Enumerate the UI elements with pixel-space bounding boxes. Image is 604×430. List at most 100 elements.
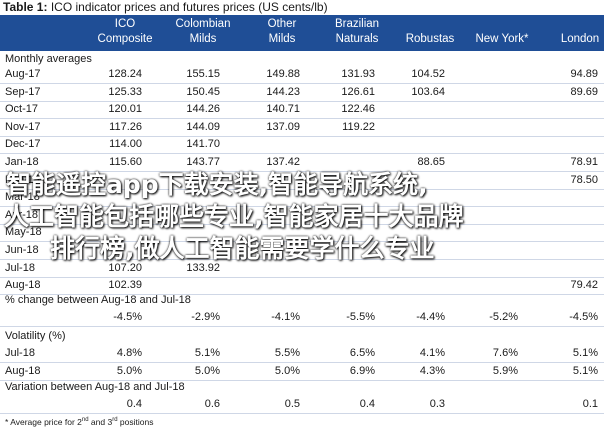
row-label: Dec-17 (5, 138, 41, 151)
table-cell: -4.4% (416, 311, 445, 323)
row-label: Jan-18 (5, 156, 39, 168)
column-header-line1 (392, 17, 468, 32)
table-cell: 7.6% (492, 347, 518, 359)
table-cell: 6.5% (349, 347, 375, 359)
row-label: Jul-18 (5, 261, 35, 274)
table-cell: 137.42 (266, 156, 300, 168)
row-label: May-18 (5, 226, 42, 239)
table-cell: 0.4 (126, 398, 142, 410)
table-cell: 0.4 (359, 398, 375, 410)
table-cell: 107.20 (108, 261, 142, 274)
table-row: Feb-18 78.50 (0, 172, 604, 190)
table-cell: 0.5 (284, 398, 300, 410)
table-cell: 103.64 (411, 85, 445, 98)
table-cell: 89.69 (570, 85, 598, 98)
table-row: 0.4 0.6 0.5 0.4 0.3 0.1 (0, 396, 604, 414)
table-cell: 78.50 (570, 173, 598, 186)
table-cell: 0.1 (582, 398, 598, 410)
table-cell: 144.26 (186, 103, 220, 116)
row-label: Sep-17 (5, 85, 41, 98)
table-cell: 0.3 (429, 398, 445, 410)
table-cell: -4.5% (569, 311, 598, 323)
table-cell: -2.9% (191, 311, 220, 323)
table-cell: 4.8% (116, 347, 142, 359)
table-row: Mar-18 (0, 189, 604, 208)
column-header-line2: Composite (97, 33, 153, 45)
section-variation: Variation between Aug-18 and Jul-18 (5, 381, 185, 393)
table-cell: 102.39 (108, 279, 142, 292)
table-cell: 5.0% (274, 364, 300, 377)
table-row: Aug-18 5.0% 5.0% 5.0% 6.9% 4.3% 5.9% 5.1% (0, 363, 604, 381)
table-cell: 128.24 (108, 68, 142, 80)
table-title: Table 1: ICO indicator prices and future… (0, 0, 604, 15)
table-row: Jan-18 115.60 143.77 137.42 88.65 78.91 (0, 154, 604, 172)
column-header-0: ICO Composite (87, 17, 163, 47)
row-label: Feb-18 (5, 173, 40, 186)
row-label: Oct-17 (5, 103, 39, 116)
table-cell: 4.1% (419, 347, 445, 359)
column-header-line2: Milds (268, 33, 296, 45)
table-row: Nov-17 117.26 144.09 137.09 119.22 (0, 119, 604, 137)
section-monthly-averages: Monthly averages (5, 53, 92, 65)
title-text: ICO indicator prices and futures prices … (50, 0, 328, 14)
section-volatility: Volatility (%) (5, 330, 66, 342)
column-header-6: London (542, 17, 604, 47)
table-cell: 155.15 (186, 68, 220, 80)
table-row: Jul-18 107.20 133.92 (0, 260, 604, 278)
table-row: Sep-17 125.33 150.45 144.23 126.61 103.64 89.6… (0, 84, 604, 102)
column-header-5: New York* (464, 17, 540, 47)
table-cell: 5.1% (572, 364, 598, 377)
table-cell: 149.88 (266, 68, 300, 80)
column-header-line1: Other (267, 18, 297, 30)
table-cell: -5.5% (346, 311, 375, 323)
table-cell: 5.1% (194, 347, 220, 359)
table-cell: 143.77 (186, 156, 220, 168)
column-header-line1: Colombian (175, 18, 231, 30)
row-label: Aug-18 (5, 364, 41, 377)
table-cell: 5.5% (274, 347, 300, 359)
table-cell: 114.00 (109, 138, 142, 151)
row-label: Mar-18 (5, 191, 40, 204)
table-cell: 120.01 (108, 103, 142, 116)
table-cell: 133.92 (186, 261, 220, 274)
table-row: Aug-18 102.39 79.42 (0, 277, 604, 296)
table-cell: 144.09 (186, 120, 220, 133)
table-cell: 137.09 (266, 120, 300, 133)
table-cell: 126.61 (341, 85, 375, 98)
column-header-line2: New York* (475, 33, 529, 45)
table-cell: 140.71 (266, 103, 300, 116)
row-label: Apr-18 (5, 208, 39, 221)
table-cell: 88.65 (417, 156, 445, 168)
table-cell: 6.9% (349, 364, 375, 377)
table-cell: 5.9% (492, 364, 518, 377)
table-row: Jul-18 4.8% 5.1% 5.5% 6.5% 4.1% 7.6% 5.1% (0, 345, 604, 363)
column-header-4: Robustas (392, 17, 468, 47)
section-pct-change: % change between Aug-18 and Jul-18 (5, 294, 191, 306)
table-cell: 94.89 (570, 68, 598, 80)
table-cell: 79.42 (570, 279, 598, 292)
column-header-line1 (464, 17, 540, 32)
table-row: Apr-18 (0, 207, 604, 225)
row-label: Jul-18 (5, 347, 35, 359)
table-row: May-18 (0, 224, 604, 243)
table-cell: 125.33 (108, 85, 142, 98)
table-row: -4.5% -2.9% -4.1% -5.5% -4.4% -5.2% -4.5% (0, 309, 604, 327)
table-cell: -5.2% (489, 311, 518, 323)
column-header-line1: ICO (114, 18, 136, 30)
table-cell: 144.23 (266, 85, 300, 98)
table-cell: 117.26 (109, 120, 142, 133)
column-header-line2: Naturals (335, 33, 379, 45)
table-cell: 119.22 (342, 120, 375, 133)
footnote: * Average price for 2nd and 3rd position… (5, 416, 154, 427)
row-label: Aug-17 (5, 68, 41, 80)
table-cell: 141.70 (186, 138, 220, 151)
column-header-3: Brazilian Naturals (319, 17, 395, 47)
table-cell: -4.1% (271, 311, 300, 323)
table-cell: 5.1% (572, 347, 598, 359)
table-cell: 150.45 (186, 85, 220, 98)
column-header-1: Colombian Milds (165, 17, 241, 47)
table-cell: 78.91 (570, 156, 598, 168)
row-label: Nov-17 (5, 120, 41, 133)
table-cell: 131.93 (341, 68, 375, 80)
table-cell: 5.0% (116, 364, 142, 377)
